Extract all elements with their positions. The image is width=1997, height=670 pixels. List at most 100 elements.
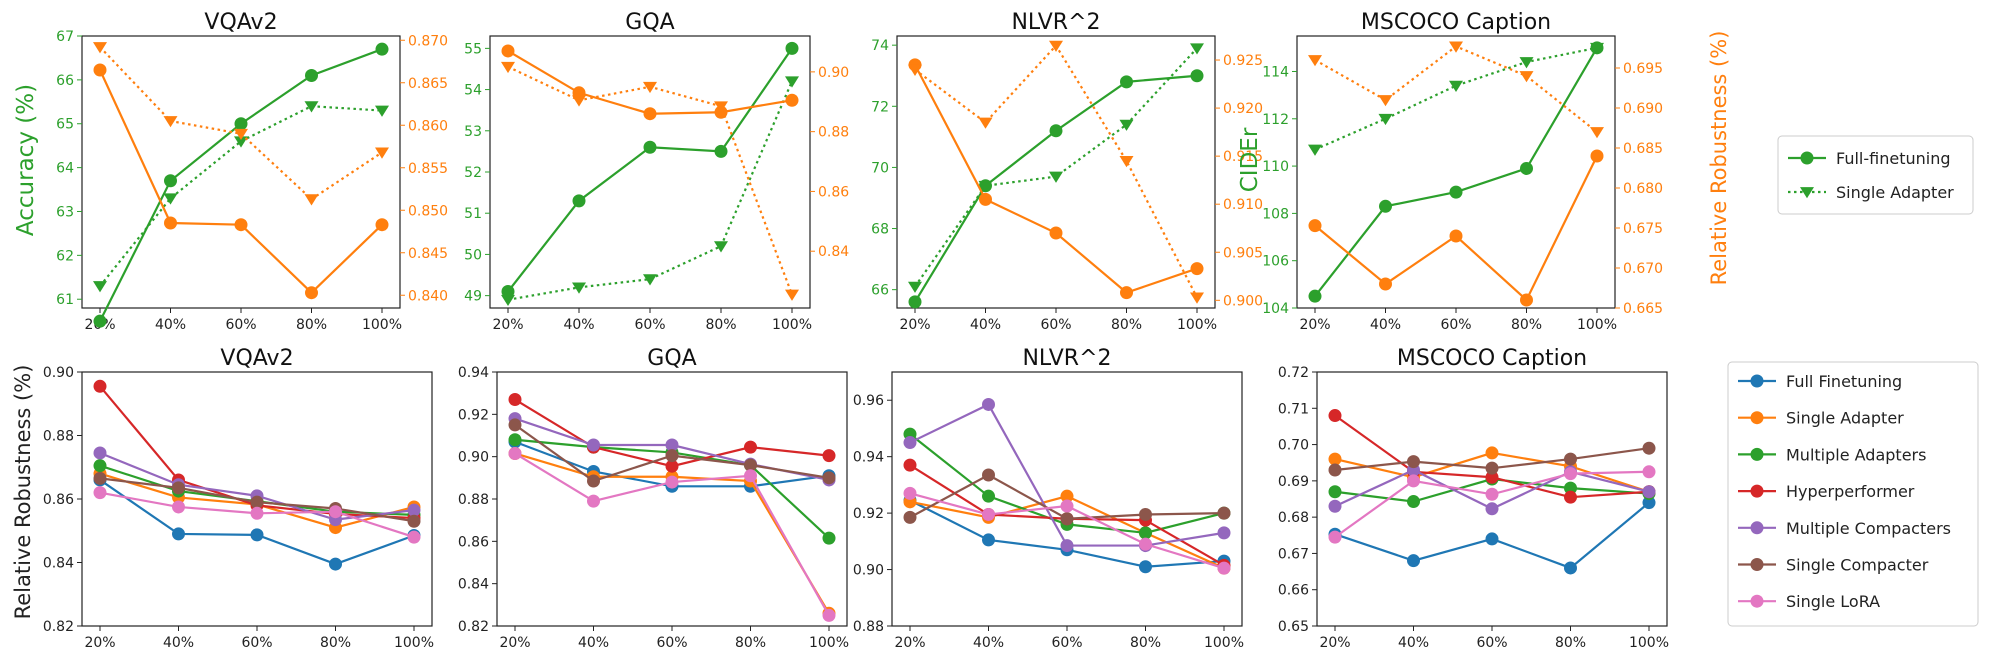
data-point — [785, 76, 799, 88]
data-point — [1407, 455, 1420, 469]
data-point — [714, 144, 728, 158]
chart-title: MSCOCO Caption — [1361, 10, 1551, 35]
data-point — [1590, 42, 1604, 55]
series-line-3 — [507, 65, 794, 295]
data-point — [1485, 502, 1499, 516]
data-point — [1060, 539, 1074, 553]
data-point — [508, 433, 522, 447]
chart-title: NLVR^2 — [1011, 10, 1100, 35]
data-point — [1449, 80, 1463, 92]
data-point — [587, 438, 600, 452]
data-point — [93, 471, 107, 485]
data-point — [172, 500, 185, 514]
chart-panel-6: NLVR^2 20% 40% 60% 80% 100% 0.88 0.90 0.92 0.94 0.… — [853, 346, 1244, 651]
y-right-tick-label: 0.88 — [818, 125, 849, 141]
y-tick-label: 62 — [56, 248, 74, 264]
y-right-tick-label: 0.690 — [1623, 101, 1663, 117]
data-point — [1520, 293, 1533, 307]
y-tick-label: 0.86 — [458, 534, 489, 550]
y-tick-label: 0.69 — [1278, 474, 1309, 490]
y-tick-label: 0.90 — [458, 450, 489, 466]
data-point — [172, 527, 185, 541]
data-point — [822, 608, 836, 622]
data-point — [1590, 149, 1604, 163]
data-point — [665, 459, 679, 473]
chart-title: GQA — [647, 346, 696, 371]
y-tick-label: 67 — [56, 29, 74, 45]
chart-panel-2: NLVR^2 20% 40% 60% 80% 100% 66 68 70 72 74 0.900 0.9… — [871, 10, 1263, 333]
legend-marker — [1750, 447, 1764, 461]
y-right-tick-label: 0.905 — [1223, 245, 1263, 261]
x-tick-label: 60% — [656, 635, 687, 651]
bottom-ylabel: Relative Robustness (%) — [11, 365, 35, 620]
series-line-1 — [1314, 46, 1598, 151]
data-point — [1642, 496, 1656, 510]
plots: VQAv220%40%60%80%100%616263646566670.840… — [43, 10, 1669, 651]
x-tick-label: 100% — [362, 317, 402, 333]
data-point — [572, 194, 586, 208]
chart-title: VQAv2 — [204, 10, 277, 35]
chart-title: NLVR^2 — [1022, 346, 1111, 371]
chart-panel-1: GQA 20% 40% 60% 80% 100% 49 50 51 52 53 54 55 0.84 0.8… — [464, 10, 849, 333]
data-point — [1119, 119, 1134, 131]
x-tick-label: 20% — [499, 635, 530, 651]
y-tick-label: 0.90 — [43, 365, 74, 381]
data-point — [1449, 229, 1463, 243]
data-point — [508, 418, 522, 432]
x-tick-label: 40% — [578, 635, 609, 651]
data-point — [978, 117, 993, 129]
legend-label: Single LoRA — [1786, 592, 1880, 611]
data-point — [93, 486, 107, 500]
data-point — [304, 101, 319, 113]
y-right-tick-label: 0.860 — [408, 118, 448, 134]
y-right-tick-label: 0.665 — [1623, 301, 1663, 317]
x-tick-label: 80% — [1111, 317, 1142, 333]
top-left-axis-label: Accuracy (%) — [13, 84, 39, 236]
x-tick-label: 100% — [394, 635, 434, 651]
data-point — [744, 458, 757, 472]
data-point — [903, 510, 917, 524]
y-tick-label: 55 — [464, 41, 482, 57]
data-point — [1120, 75, 1133, 89]
y-right-tick-label: 0.920 — [1223, 101, 1263, 117]
y-tick-label: 51 — [464, 206, 482, 222]
legend-marker — [1750, 484, 1764, 498]
y-tick-label: 0.66 — [1278, 583, 1309, 599]
x-tick-label: 60% — [1051, 635, 1082, 651]
legend-frame — [1727, 361, 1979, 627]
data-point — [1190, 69, 1204, 83]
plot-frame — [496, 371, 848, 627]
data-point — [1217, 506, 1231, 520]
data-point — [305, 68, 318, 82]
x-tick-label: 100% — [809, 635, 849, 651]
legend-label: Single Compacter — [1786, 556, 1929, 575]
data-point — [164, 174, 177, 188]
chart-title: VQAv2 — [220, 346, 293, 371]
x-tick-label: 100% — [1177, 317, 1217, 333]
data-point — [982, 397, 995, 411]
x-tick-label: 20% — [894, 635, 925, 651]
legend-label: Full Finetuning — [1786, 372, 1902, 391]
data-point — [1564, 481, 1577, 495]
chart-panel-3: MSCOCO Caption 20% 40% 60% 80% 100% 104 106 108 1… — [1262, 10, 1663, 333]
legend-label: Hyperperformer — [1786, 482, 1915, 501]
data-point — [234, 136, 248, 148]
series-line-2 — [1314, 155, 1598, 302]
y-right-tick-label: 0.915 — [1223, 149, 1263, 165]
y-tick-label: 0.72 — [1278, 365, 1309, 381]
legend-label: Single Adapter — [1786, 409, 1904, 428]
legend-marker — [1800, 187, 1814, 199]
y-tick-label: 0.88 — [43, 429, 74, 445]
data-point — [1190, 43, 1204, 55]
data-point — [93, 459, 107, 473]
data-point — [665, 438, 679, 452]
data-point — [744, 469, 757, 483]
data-point — [1379, 277, 1392, 291]
data-point — [1378, 113, 1393, 126]
data-point — [1485, 461, 1499, 475]
data-point — [982, 508, 995, 522]
x-tick-label: 20% — [899, 317, 930, 333]
data-point — [1049, 171, 1063, 183]
y-tick-label: 0.94 — [853, 450, 884, 466]
y-tick-label: 0.65 — [1278, 619, 1309, 635]
